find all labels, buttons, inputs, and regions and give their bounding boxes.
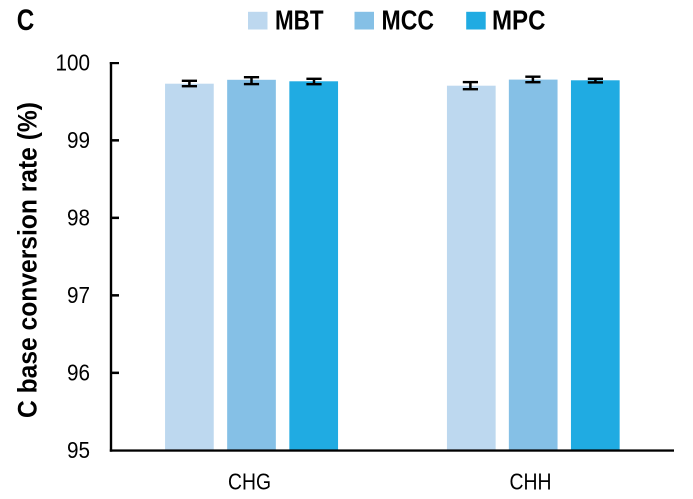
svg-text:CHH: CHH [510, 469, 552, 495]
svg-text:97: 97 [67, 282, 90, 308]
svg-text:95: 95 [67, 437, 90, 463]
svg-text:99: 99 [67, 127, 90, 153]
svg-text:C base conversion rate (%): C base conversion rate (%) [13, 102, 43, 418]
svg-text:MPC: MPC [492, 5, 546, 36]
svg-text:MCC: MCC [382, 5, 435, 36]
svg-text:CHG: CHG [228, 469, 271, 495]
svg-text:MBT: MBT [275, 5, 324, 36]
svg-text:100: 100 [56, 50, 91, 76]
svg-text:C: C [17, 4, 35, 37]
svg-text:98: 98 [67, 205, 90, 231]
svg-text:96: 96 [67, 360, 90, 386]
